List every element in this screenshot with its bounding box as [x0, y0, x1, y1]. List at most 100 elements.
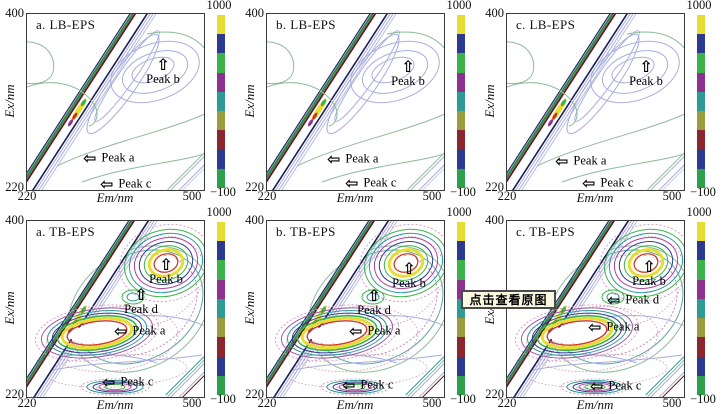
- colorbar-segment: [457, 222, 465, 242]
- eem-panel: a. LB-EPS ⇧ Peak b ⇦ Peak a ⇦ Peak c 400 220 …: [0, 0, 240, 207]
- up-hollow-arrow-icon: ⇧: [159, 255, 173, 274]
- left-hollow-arrow-icon: ⇦: [342, 375, 356, 395]
- colorbar-segment: [457, 318, 465, 338]
- left-hollow-arrow-icon: ⇦: [588, 317, 602, 337]
- contour-plot: [267, 221, 444, 397]
- peak-annotation: ⇦ Peak a: [349, 321, 401, 341]
- colorbar-min-label: −100: [210, 185, 236, 199]
- y-axis-tick-max: 400: [485, 6, 504, 20]
- x-axis-label: Em/nm: [96, 397, 134, 412]
- colorbar: [697, 222, 705, 395]
- peak-label: Peak b: [146, 72, 180, 86]
- peak-annotation: ⇦ Peak c: [582, 173, 634, 193]
- colorbar-segment: [457, 260, 465, 280]
- colorbar-segment: [697, 298, 705, 319]
- left-hollow-arrow-icon: ⇦: [102, 372, 116, 392]
- peak-annotation: ⇦ Peak d: [607, 292, 660, 308]
- left-hollow-arrow-icon: ⇦: [582, 173, 596, 193]
- colorbar-min-label: −100: [690, 392, 716, 406]
- colorbar-segment: [457, 53, 465, 73]
- peak-label: Peak d: [357, 303, 391, 317]
- x-axis-tick-min: 220: [497, 189, 517, 203]
- x-axis-tick-max: 500: [422, 189, 442, 203]
- up-hollow-arrow-icon: ⇧: [401, 57, 415, 76]
- colorbar-segment: [217, 279, 225, 299]
- eem-panel: b. TB-EPS ⇧ Peak b ⇧ Peak d ⇦ Peak a ⇦ Peak c 4…: [240, 205, 480, 414]
- x-axis-tick-min: 220: [497, 396, 517, 410]
- colorbar-max-label: 1000: [206, 205, 232, 219]
- colorbar-segment: [457, 91, 465, 112]
- colorbar: [457, 15, 465, 188]
- up-hollow-arrow-icon: ⇧: [134, 285, 148, 304]
- y-axis-tick-max: 400: [245, 6, 264, 20]
- colorbar: [217, 15, 225, 188]
- x-axis-label: Em/nm: [576, 397, 614, 412]
- colorbar-segment: [217, 337, 225, 357]
- left-hollow-arrow-icon: ⇦: [349, 321, 363, 341]
- colorbar-segment: [457, 130, 465, 150]
- peak-label: Peak d: [625, 292, 660, 307]
- peak-label: Peak c: [363, 175, 397, 190]
- peak-label: Peak a: [573, 153, 607, 168]
- colorbar-min-label: −100: [450, 392, 476, 406]
- colorbar-segment: [697, 375, 705, 395]
- peak-annotation: ⇧ Peak b: [391, 59, 425, 89]
- colorbar-segment: [217, 168, 225, 188]
- contour-plot: [507, 221, 684, 397]
- peak-annotation: ⇦ Peak a: [588, 317, 639, 337]
- colorbar-max-label: 1000: [686, 205, 712, 219]
- peak-annotation: ⇧ Peak b: [149, 257, 183, 287]
- left-hollow-arrow-icon: ⇦: [327, 149, 341, 169]
- plot-area: b. LB-EPS ⇧ Peak b ⇦ Peak a ⇦ Peak c: [266, 13, 445, 191]
- peak-label: Peak c: [360, 377, 394, 392]
- colorbar: [697, 15, 705, 188]
- peak-annotation: ⇦ Peak c: [345, 175, 397, 191]
- up-hollow-arrow-icon: ⇧: [367, 286, 381, 305]
- peak-label: Peak b: [149, 272, 183, 286]
- colorbar-segment: [217, 53, 225, 73]
- x-axis-tick-max: 500: [662, 396, 682, 410]
- peak-annotation: ⇦ Peak a: [327, 149, 378, 169]
- peak-label: Peak a: [132, 323, 166, 338]
- colorbar-segment: [697, 241, 705, 261]
- panel-title: b. LB-EPS: [276, 17, 336, 32]
- peak-annotation: ⇦ Peak c: [100, 174, 151, 194]
- peak-label: Peak a: [367, 323, 401, 338]
- eem-panel: b. LB-EPS ⇧ Peak b ⇦ Peak a ⇦ Peak c 400 220 …: [240, 0, 480, 207]
- colorbar-max-label: 1000: [206, 0, 232, 12]
- colorbar-segment: [457, 279, 465, 299]
- peak-label: Peak a: [101, 150, 135, 165]
- eem-panel: c. LB-EPS ⇧ Peak b ⇦ Peak a ⇦ Peak c 400 220 …: [480, 0, 720, 207]
- peak-label: Peak b: [629, 74, 663, 88]
- up-hollow-arrow-icon: ⇧: [642, 257, 656, 276]
- plot-area: a. LB-EPS ⇧ Peak b ⇦ Peak a ⇦ Peak c: [26, 13, 205, 194]
- y-axis-tick-min: 220: [485, 387, 504, 401]
- peak-label: Peak b: [632, 274, 666, 288]
- plot-area: c. TB-EPS ⇧ Peak b ⇦ Peak d ⇦ Peak a ⇦ Peak c: [506, 220, 685, 398]
- colorbar-max-label: 1000: [446, 0, 472, 12]
- view-original-image-button[interactable]: 点击查看原图: [461, 290, 556, 309]
- peak-label: Peak c: [600, 175, 634, 190]
- x-axis-label: Em/nm: [336, 190, 374, 205]
- colorbar-segment: [457, 34, 465, 54]
- colorbar-segment: [457, 111, 465, 131]
- colorbar-min-label: −100: [210, 392, 236, 406]
- peak-annotation: ⇦ Peak c: [342, 375, 394, 395]
- peak-annotation: ⇧ Peak b: [629, 59, 663, 89]
- eem-panel: a. TB-EPS ⇧ Peak b ⇧ Peak d ⇦ Peak a ⇦ Peak c 4…: [0, 205, 240, 414]
- peak-annotation: ⇧ Peak b: [392, 261, 426, 291]
- colorbar-segment: [217, 222, 225, 242]
- colorbar-segment: [697, 53, 705, 73]
- colorbar-segment: [457, 241, 465, 261]
- x-axis-tick-max: 500: [662, 189, 682, 203]
- x-axis-label: Em/nm: [336, 397, 374, 412]
- peak-annotation: ⇧ Peak d: [357, 288, 391, 318]
- x-axis-tick-min: 220: [17, 189, 37, 203]
- colorbar-segment: [217, 375, 225, 395]
- colorbar-segment: [217, 91, 225, 112]
- left-hollow-arrow-icon: ⇦: [100, 174, 114, 194]
- colorbar-segment: [697, 356, 705, 376]
- y-axis-tick-min: 220: [5, 180, 24, 194]
- x-axis-label: Em/nm: [96, 190, 134, 205]
- colorbar-segment: [217, 298, 225, 319]
